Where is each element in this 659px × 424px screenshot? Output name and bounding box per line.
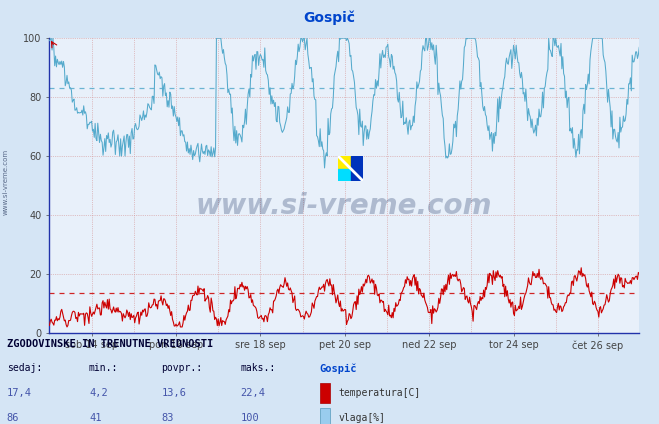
Bar [320,408,330,424]
Text: povpr.:: povpr.: [161,363,202,374]
Text: maks.:: maks.: [241,363,275,374]
Polygon shape [338,156,351,169]
Text: 4,2: 4,2 [89,388,107,399]
Text: 86: 86 [7,413,19,423]
Bar [320,383,330,403]
Polygon shape [351,156,363,181]
Text: Gospič: Gospič [304,11,355,25]
Text: 41: 41 [89,413,101,423]
Polygon shape [338,169,351,181]
Text: ZGODOVINSKE IN TRENUTNE VREDNOSTI: ZGODOVINSKE IN TRENUTNE VREDNOSTI [7,338,213,349]
Text: Gospič: Gospič [320,363,357,374]
Text: www.si-vreme.com: www.si-vreme.com [2,149,9,215]
Text: temperatura[C]: temperatura[C] [338,388,420,399]
Text: sedaj:: sedaj: [7,363,42,374]
Text: vlaga[%]: vlaga[%] [338,413,385,423]
Text: 17,4: 17,4 [7,388,32,399]
Text: 83: 83 [161,413,174,423]
Text: 100: 100 [241,413,259,423]
Text: 13,6: 13,6 [161,388,186,399]
Text: 22,4: 22,4 [241,388,266,399]
Text: www.si-vreme.com: www.si-vreme.com [196,192,492,220]
Text: min.:: min.: [89,363,119,374]
